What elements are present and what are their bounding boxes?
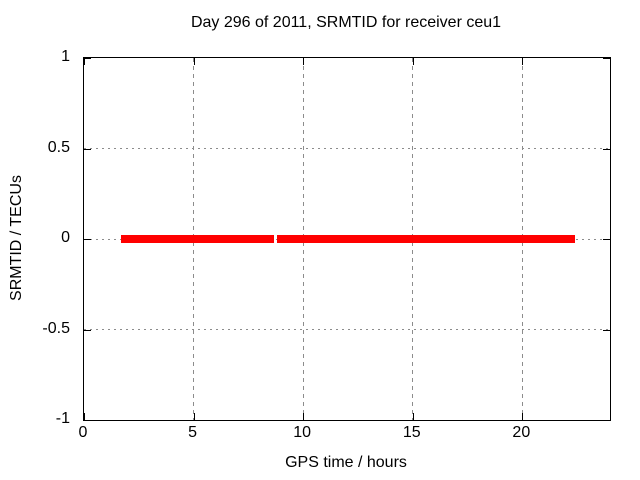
x-tick-label: 5: [188, 424, 198, 441]
x-tick-mark-top: [84, 58, 85, 65]
x-tick-mark-bottom: [84, 413, 85, 420]
x-tick-mark-bottom: [522, 413, 524, 420]
x-tick-label: 10: [293, 424, 312, 441]
y-tick-mark-left: [84, 58, 91, 59]
y-tick-label: 0: [61, 229, 70, 246]
x-tick-label: 0: [78, 424, 88, 441]
y-tick-label: 0.5: [47, 138, 70, 156]
x-tick-mark-bottom: [412, 413, 414, 420]
x-axis-label: GPS time / hours: [285, 454, 407, 471]
y-tick-label: -1: [55, 410, 70, 427]
series-segment: [121, 235, 274, 243]
y-gridline: [84, 329, 610, 330]
x-tick-mark-bottom: [303, 413, 305, 420]
x-tick-mark-top: [193, 58, 195, 65]
y-tick-mark-left: [84, 239, 91, 240]
plot-area: [83, 57, 611, 421]
y-tick-label: 1: [61, 48, 70, 65]
x-tick-label: 20: [512, 424, 531, 441]
y-gridline: [84, 148, 610, 149]
y-tick-mark-right: [603, 239, 610, 240]
y-tick-mark-right: [603, 58, 610, 59]
y-tick-mark-left: [84, 420, 91, 421]
x-tick-mark-top: [412, 58, 414, 65]
x-tick-mark-top: [303, 58, 305, 65]
chart-title: Day 296 of 2011, SRMTID for receiver ceu…: [190, 14, 502, 31]
y-tick-mark-right: [603, 420, 610, 421]
series-segment: [277, 235, 575, 243]
y-tick-mark-left: [84, 148, 91, 150]
y-tick-mark-right: [603, 148, 610, 150]
x-tick-mark-top: [522, 58, 524, 65]
y-tick-label: -0.5: [42, 319, 70, 337]
y-tick-mark-left: [84, 329, 91, 331]
y-tick-mark-right: [603, 329, 610, 331]
x-tick-mark-bottom: [193, 413, 195, 420]
x-tick-label: 15: [402, 424, 421, 441]
